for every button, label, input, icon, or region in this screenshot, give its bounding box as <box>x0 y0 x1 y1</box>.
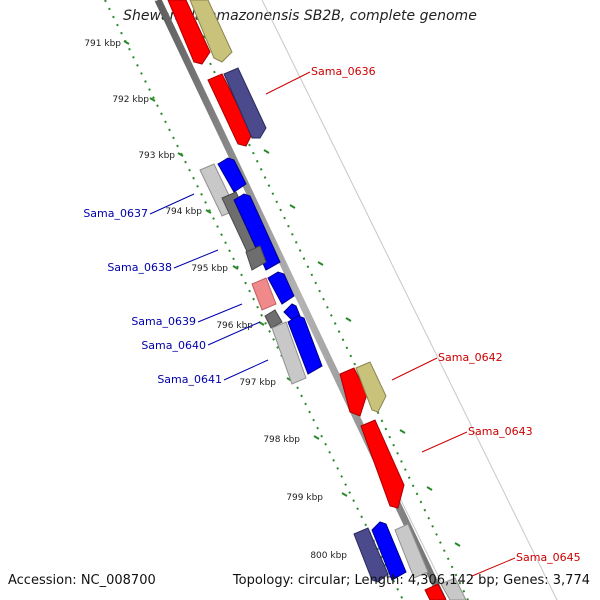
gene-khaki-0642[interactable] <box>355 361 387 413</box>
gene-red-0636a[interactable] <box>207 73 253 147</box>
forward-leader-lines <box>265 71 516 577</box>
kbp-label-794: 794 kbp <box>165 207 202 217</box>
gene-label-sama-0639[interactable]: Sama_0639 <box>131 315 196 328</box>
kbp-label-800: 800 kbp <box>310 551 347 561</box>
gene-lightgray-bottom[interactable] <box>394 523 429 579</box>
gene-blue-0637[interactable] <box>217 157 247 193</box>
gene-label-sama-0641[interactable]: Sama_0641 <box>157 373 222 386</box>
kbp-track-left <box>104 0 404 600</box>
gene-label-sama-0640[interactable]: Sama_0640 <box>141 339 206 352</box>
gene-label-sama-0637[interactable]: Sama_0637 <box>83 207 148 220</box>
gene-gray-0645[interactable] <box>440 577 467 600</box>
kbp-label-795: 795 kbp <box>191 264 228 274</box>
gene-label-sama-0642[interactable]: Sama_0642 <box>438 351 503 364</box>
gene-blue-bottom[interactable] <box>371 521 407 581</box>
gene-red-0642[interactable] <box>339 367 368 417</box>
reverse-genes <box>199 157 429 583</box>
kbp-label-793: 793 kbp <box>138 151 175 161</box>
gene-lightgray-0641[interactable] <box>271 321 307 385</box>
gene-navy-0636[interactable] <box>223 67 267 139</box>
gene-red-top[interactable] <box>167 0 211 65</box>
reverse-leader-lines <box>149 193 269 381</box>
genome-backbone <box>154 0 447 600</box>
kbp-label-791: 791 kbp <box>84 39 121 49</box>
forward-genes <box>167 0 467 600</box>
gene-blue-0639[interactable] <box>267 271 295 305</box>
accession-text: Accession: NC_008700 <box>8 573 156 588</box>
gene-label-sama-0643[interactable]: Sama_0643 <box>468 425 533 438</box>
gene-pink-0639[interactable] <box>251 277 277 311</box>
gene-red-0645[interactable] <box>424 583 447 600</box>
kbp-label-792: 792 kbp <box>112 95 149 105</box>
gene-darkgray-0638b[interactable] <box>245 245 267 271</box>
kbp-label-796: 796 kbp <box>216 321 253 331</box>
gene-label-sama-0645[interactable]: Sama_0645 <box>516 551 581 564</box>
kbp-label-797: 797 kbp <box>239 378 276 388</box>
gene-blue-0641[interactable] <box>287 315 323 375</box>
gene-label-sama-0638[interactable]: Sama_0638 <box>107 261 172 274</box>
frame-line-right <box>261 0 558 600</box>
gene-darkgray-0640[interactable] <box>264 309 283 329</box>
gene-red-0643[interactable] <box>360 419 405 509</box>
genome-info-text: Topology: circular; Length: 4,306,142 bp… <box>232 573 590 588</box>
gene-label-sama-0636[interactable]: Sama_0636 <box>311 65 376 78</box>
gene-blue-0640[interactable] <box>283 303 301 321</box>
kbp-label-799: 799 kbp <box>286 493 323 503</box>
gene-navy-bottom[interactable] <box>353 527 389 583</box>
kbp-label-798: 798 kbp <box>263 435 300 445</box>
gene-khaki-top[interactable] <box>189 0 233 63</box>
